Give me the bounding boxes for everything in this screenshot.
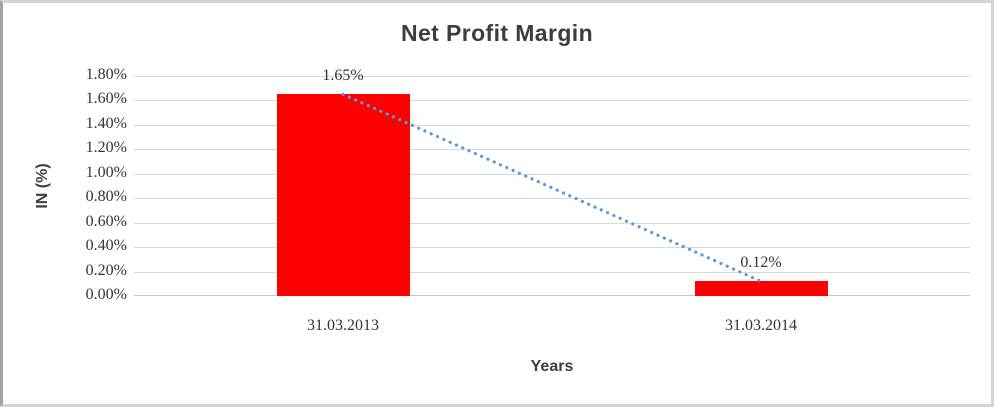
gridline <box>134 174 970 175</box>
gridline <box>134 149 970 150</box>
gridline <box>134 125 970 126</box>
y-tick-label: 1.40% <box>85 115 127 132</box>
y-tick-label: 1.20% <box>85 139 127 156</box>
chart-title: Net Profit Margin <box>400 20 594 46</box>
x-tick-label: 31.03.2014 <box>725 317 797 334</box>
x-tick-label: 31.03.2013 <box>307 317 379 334</box>
gridline <box>134 295 970 296</box>
y-tick-label: 0.60% <box>85 213 127 230</box>
y-tick-label: 0.20% <box>85 262 127 279</box>
gridline <box>134 76 970 77</box>
y-tick-label: 1.80% <box>85 66 127 83</box>
gridline <box>134 247 970 248</box>
y-tick-label: 0.80% <box>85 188 127 205</box>
bar-31.03.2013 <box>277 94 410 296</box>
y-tick-label: 0.40% <box>85 237 127 254</box>
y-tick-label: 1.00% <box>85 164 127 181</box>
plot-area: 1.65% 0.12% <box>134 67 970 296</box>
data-label: 1.65% <box>322 67 364 84</box>
y-tick-label: 0.00% <box>85 286 127 303</box>
gridline <box>134 223 970 224</box>
gridline <box>134 100 970 101</box>
trendline <box>341 92 763 283</box>
x-axis-ticks: 31.03.2013 31.03.2014 <box>134 317 970 337</box>
bar-31.03.2014 <box>695 281 828 296</box>
gridline <box>134 272 970 273</box>
data-label: 0.12% <box>740 254 782 271</box>
y-axis-ticks: 0.00% 0.20% 0.40% 0.60% 0.80% 1.00% 1.20% 1.40%… <box>3 66 127 303</box>
x-axis-title: Years <box>530 358 574 375</box>
y-tick-label: 1.60% <box>85 90 127 107</box>
gridline <box>134 198 970 199</box>
